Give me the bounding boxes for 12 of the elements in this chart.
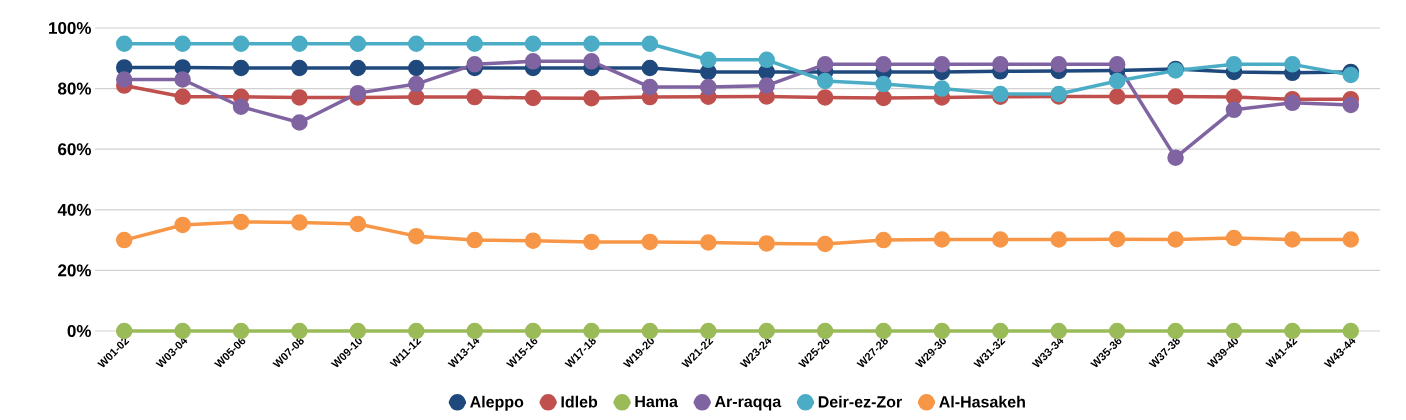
legend-label: Aleppo — [470, 395, 524, 411]
y-tick-label: 100% — [49, 21, 92, 35]
y-tick-label: 40% — [57, 203, 92, 216]
y-tick-label: 0% — [67, 324, 92, 338]
y-tick-label: 60% — [58, 143, 92, 156]
legend-label: Ar-raqqa — [714, 396, 782, 411]
y-tick-label: 80% — [58, 82, 92, 95]
legend-label: Hama — [635, 396, 679, 408]
y-tick-label: 20% — [58, 264, 92, 277]
legend-label: Idleb — [561, 395, 598, 408]
legend-label: Al-Hasakeh — [939, 395, 1025, 408]
legend-label: Deir-ez-Zor — [818, 395, 902, 408]
